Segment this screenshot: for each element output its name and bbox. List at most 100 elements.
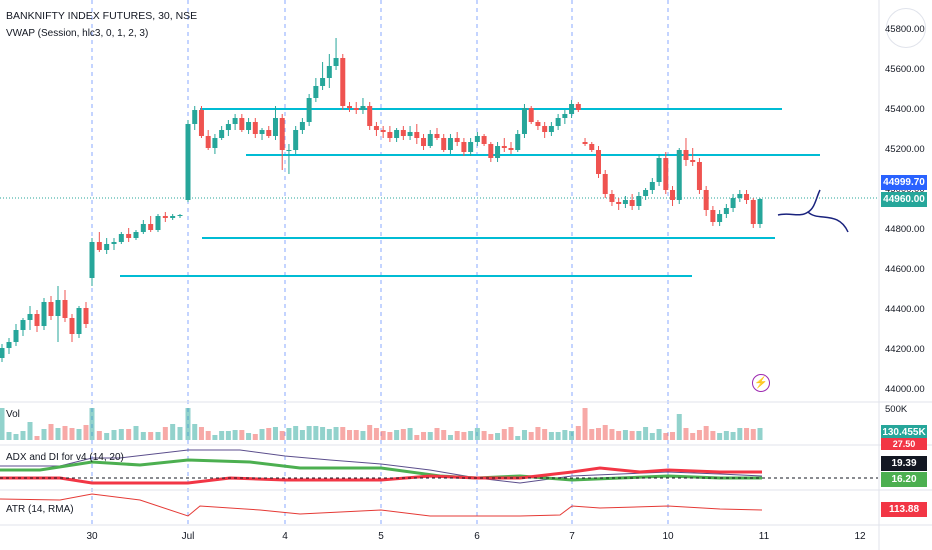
volume-bar: [683, 428, 689, 440]
price-candle: [394, 128, 400, 142]
freehand-stroke: [777, 189, 849, 233]
price-candle: [589, 142, 595, 152]
candle-body: [111, 242, 117, 244]
price-candle: [676, 148, 682, 204]
volume-pane-label[interactable]: Vol: [6, 409, 20, 420]
volume-bar: [252, 434, 258, 440]
volume-bar: [488, 434, 494, 440]
price-candle: [62, 290, 68, 322]
atr-pane-label[interactable]: ATR (14, RMA): [6, 504, 74, 515]
price-candle: [148, 216, 154, 232]
volume-bar: [192, 424, 198, 440]
volume-bar: [387, 432, 393, 440]
price-tick-label: 44400.00: [885, 304, 925, 315]
price-candle: [595, 146, 601, 178]
adx-pane-label[interactable]: ADX and DI for v4 (14, 20): [6, 452, 124, 463]
volume-bar: [118, 429, 124, 440]
time-tick-label: 10: [662, 531, 674, 542]
candle-body: [239, 118, 245, 130]
candle-body: [454, 138, 460, 142]
price-candle: [555, 114, 561, 130]
candle-body: [89, 242, 95, 278]
price-candle: [13, 324, 19, 346]
candle-body: [41, 302, 47, 326]
candle-body: [380, 130, 386, 132]
candle-body: [582, 142, 588, 144]
volume-bar: [710, 431, 716, 440]
price-tick-label: 44200.00: [885, 344, 925, 355]
volume-bar: [481, 431, 487, 440]
price-candle: [616, 198, 622, 210]
candle-body: [279, 118, 285, 150]
volume-bar: [41, 429, 47, 440]
candle-body: [27, 314, 33, 320]
volume-bar: [62, 426, 68, 440]
volume-bar: [13, 434, 19, 440]
volume-bar: [750, 429, 756, 440]
candle-body: [427, 134, 433, 146]
candle-body: [55, 300, 61, 316]
volume-bar: [259, 429, 265, 440]
volume-bar: [649, 433, 655, 440]
price-candle: [717, 210, 723, 226]
price-candle: [353, 102, 359, 114]
volume-bar: [212, 435, 218, 440]
price-candle: [447, 134, 453, 154]
lightning-icon[interactable]: ⚡: [752, 374, 770, 392]
candle-body: [575, 104, 581, 110]
price-candle: [347, 102, 353, 112]
grid-lines: [0, 0, 878, 525]
price-candle: [272, 106, 278, 140]
candle-body: [360, 106, 366, 110]
candle-body: [252, 122, 258, 134]
volume-bar: [636, 431, 642, 440]
candle-body: [259, 130, 265, 134]
volume-bar: [20, 431, 26, 440]
candle-body: [649, 182, 655, 190]
volume-bar: [380, 431, 386, 440]
price-tick-label: 45800.00: [885, 24, 925, 35]
candle-body: [676, 150, 682, 200]
volume-bar: [548, 432, 554, 440]
price-candle: [320, 62, 326, 90]
price-candle: [133, 230, 139, 240]
candle-body: [20, 320, 26, 330]
volume-bar: [340, 427, 346, 440]
candle-body: [219, 130, 225, 138]
volume-bar: [670, 432, 676, 440]
candle-body: [535, 122, 541, 126]
price-candle: [266, 126, 272, 138]
volume-bar: [528, 432, 534, 440]
volume-bar: [133, 426, 139, 440]
vwap-legend[interactable]: VWAP (Session, hlc3, 0, 1, 2, 3): [6, 28, 149, 39]
candle-body: [717, 214, 723, 222]
candle-body: [703, 190, 709, 210]
price-candle: [162, 212, 168, 222]
volume-bar: [353, 430, 359, 440]
volume-bar: [468, 431, 474, 440]
atr-badge: 113.88: [881, 502, 927, 517]
price-candle: [515, 130, 521, 152]
price-candle: [340, 54, 346, 110]
price-candle: [454, 132, 460, 146]
volume-bar: [111, 430, 117, 440]
price-candle: [649, 178, 655, 194]
candle-body: [400, 130, 406, 136]
candle-body: [737, 194, 743, 198]
price-candle: [757, 198, 763, 228]
candle-body: [177, 215, 183, 216]
time-tick-label: 11: [758, 531, 770, 542]
candle-body: [609, 194, 615, 202]
candle-body: [205, 136, 211, 148]
volume-bar: [272, 427, 278, 440]
candle-body: [474, 136, 480, 142]
chart-menu-button[interactable]: [886, 8, 926, 48]
volume-bar: [602, 425, 608, 440]
volume-bar: [737, 428, 743, 440]
price-candle: [225, 120, 231, 136]
price-candle: [34, 310, 40, 332]
volume-bar: [542, 429, 548, 440]
price-candles: [0, 38, 763, 362]
price-candle: [259, 128, 265, 140]
